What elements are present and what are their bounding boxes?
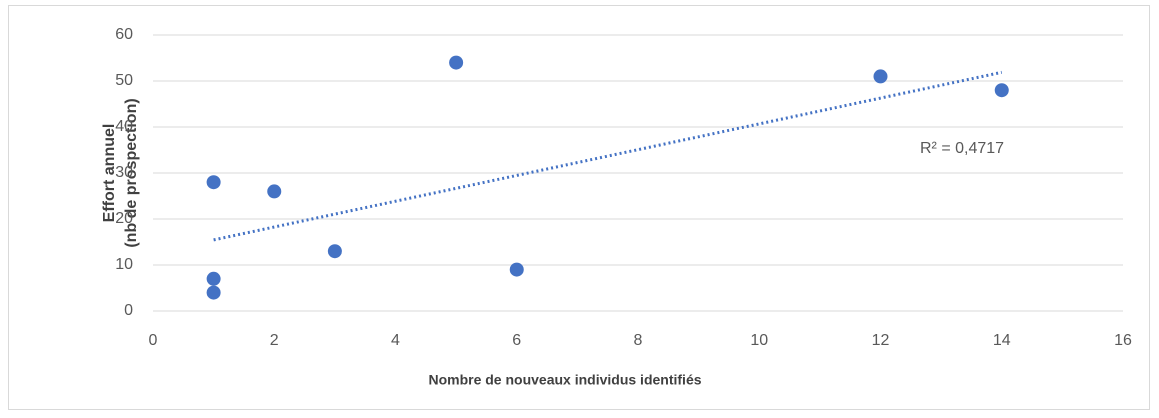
- chart-border: [8, 5, 1150, 410]
- y-tick-label: 30: [115, 164, 133, 181]
- x-tick-label: 10: [750, 332, 768, 349]
- point: [206, 175, 221, 190]
- x-tick-label: 2: [270, 332, 279, 349]
- y-tick-label: 50: [115, 72, 133, 89]
- y-tick-label: 0: [124, 302, 133, 319]
- point: [267, 184, 282, 199]
- y-tick-label: 20: [115, 210, 133, 227]
- x-tick-label: 14: [993, 332, 1011, 349]
- annotation: R² = 0,4717: [920, 140, 1004, 157]
- point: [449, 55, 464, 70]
- point: [994, 83, 1009, 98]
- x-tick-label: 8: [634, 332, 643, 349]
- x-axis-title: Nombre de nouveaux individus identifiés: [428, 372, 701, 388]
- point: [206, 271, 221, 286]
- y-tick-label: 40: [115, 118, 133, 135]
- point: [206, 285, 221, 300]
- trendline: [213, 70, 1003, 242]
- y-axis-title: (nb de prospection): [123, 98, 140, 247]
- point: [327, 244, 342, 259]
- x-tick-label: 6: [512, 332, 521, 349]
- y-tick-label: 60: [115, 26, 133, 43]
- x-tick-label: 12: [872, 332, 890, 349]
- x-tick-label: 16: [1114, 332, 1132, 349]
- point: [873, 69, 888, 84]
- x-tick-label: 0: [149, 332, 158, 349]
- point: [509, 262, 524, 277]
- x-tick-label: 4: [391, 332, 400, 349]
- y-tick-label: 10: [115, 256, 133, 273]
- y-axis-title: Effort annuel: [101, 124, 118, 223]
